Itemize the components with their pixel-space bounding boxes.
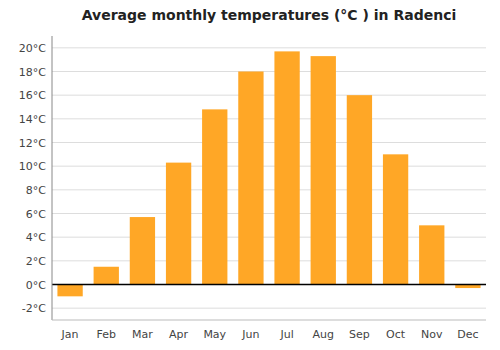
grid-line: [52, 189, 486, 190]
y-tick-label: 8°C: [26, 184, 46, 197]
y-tick-labels: -2°C 0°C 2°C 4°C 6°C 8°C 10°C 12°C 14°C 16°C 18°C 2…: [19, 42, 46, 315]
bar: [383, 154, 408, 284]
y-tick-label: -2°C: [22, 302, 46, 315]
y-tick-label: 10°C: [19, 160, 46, 173]
bar: [130, 217, 155, 284]
y-tick-label: 12°C: [19, 137, 46, 150]
x-tick-label: Dec: [457, 328, 478, 341]
bar: [419, 225, 444, 284]
x-tick-label: Feb: [97, 328, 116, 341]
title: Average monthly temperatures (°C ) in Ra…: [82, 7, 457, 23]
grid: [52, 48, 486, 308]
bars: [57, 51, 480, 296]
x-tick-label: Oct: [386, 328, 406, 341]
grid-line: [52, 95, 486, 96]
bar: [311, 56, 336, 284]
grid-line: [52, 166, 486, 167]
y-axis-line: [52, 36, 53, 320]
bar: [274, 51, 299, 284]
bar: [238, 72, 263, 285]
x-tick-labels: Jan Feb Mar Apr May Jun Jul Aug Sep Oct Nov Dec: [61, 328, 479, 341]
x-tick-label: Apr: [169, 328, 189, 341]
x-tick-label: May: [203, 328, 226, 341]
y-tick-label: 20°C: [19, 42, 46, 55]
x-tick-label: Jul: [279, 328, 293, 341]
grid-line: [52, 213, 486, 214]
y-tick-label: 4°C: [26, 231, 46, 244]
x-tick-label: Jun: [241, 328, 259, 341]
y-tick-label: 0°C: [26, 279, 46, 292]
bar: [57, 285, 82, 297]
zero-line: [52, 284, 486, 286]
grid-line: [52, 308, 486, 309]
bar: [94, 267, 119, 285]
y-tick-label: 18°C: [19, 66, 46, 79]
y-tick-label: 14°C: [19, 113, 46, 126]
grid-line: [52, 118, 486, 119]
x-tick-label: Mar: [132, 328, 153, 341]
x-tick-label: Jan: [61, 328, 79, 341]
bar: [166, 163, 191, 285]
chart: Average monthly temperatures (°C ) in Ra…: [0, 0, 500, 350]
x-tick-label: Sep: [349, 328, 370, 341]
grid-line: [52, 47, 486, 48]
x-axis-line: [52, 320, 486, 321]
y-tick-label: 2°C: [26, 255, 46, 268]
bar: [347, 95, 372, 284]
x-tick-label: Aug: [313, 328, 334, 341]
y-tick-label: 6°C: [26, 208, 46, 221]
bar: [202, 109, 227, 284]
x-tick-label: Nov: [421, 328, 443, 341]
grid-line: [52, 142, 486, 143]
grid-line: [52, 71, 486, 72]
y-tick-label: 16°C: [19, 89, 46, 102]
